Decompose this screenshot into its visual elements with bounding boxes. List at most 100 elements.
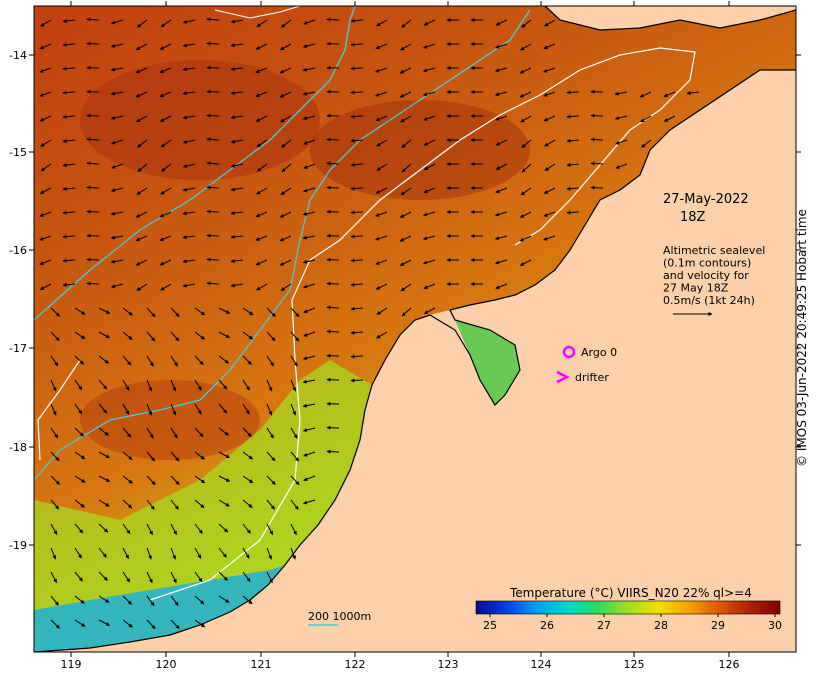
velocity-arrow <box>50 499 60 510</box>
velocity-arrow <box>255 67 268 73</box>
velocity-arrow <box>62 90 76 95</box>
velocity-arrow <box>182 115 196 120</box>
velocity-arrow <box>590 161 604 166</box>
velocity-arrow <box>160 19 172 28</box>
info-line: (0.1m contours) <box>663 257 751 270</box>
velocity-arrow <box>218 451 230 459</box>
velocity-arrow <box>182 235 196 240</box>
velocity-arrow <box>290 307 300 318</box>
velocity-arrow <box>74 307 86 315</box>
velocity-arrow <box>194 595 205 605</box>
velocity-arrow <box>302 211 316 216</box>
velocity-arrow <box>543 43 556 50</box>
velocity-arrow <box>326 161 340 166</box>
velocity-arrow <box>326 17 340 22</box>
velocity-arrow <box>495 43 508 49</box>
velocity-arrow <box>122 499 133 509</box>
velocity-arrow <box>74 499 85 508</box>
velocity-arrow <box>74 379 83 391</box>
velocity-arrow <box>281 163 292 173</box>
velocity-arrow <box>74 523 84 534</box>
velocity-arrow <box>302 67 316 72</box>
velocity-arrow <box>302 91 316 96</box>
velocity-arrow <box>290 355 298 367</box>
velocity-arrow <box>50 523 58 535</box>
velocity-arrow <box>110 211 124 216</box>
velocity-arrow <box>423 187 436 194</box>
info-line: 27 May 18Z <box>663 282 729 295</box>
velocity-arrow <box>242 331 254 340</box>
velocity-arrow <box>290 379 297 392</box>
velocity-arrow <box>206 161 220 166</box>
velocity-arrow <box>590 137 604 142</box>
velocity-arrow <box>194 355 204 366</box>
velocity-arrow <box>422 235 436 241</box>
velocity-arrow <box>255 235 268 241</box>
velocity-arrow <box>280 115 292 123</box>
velocity-arrow <box>159 115 172 122</box>
velocity-arrow <box>206 257 220 262</box>
velocity-arrow <box>519 67 532 74</box>
velocity-arrow <box>520 43 532 51</box>
cyan-contour <box>33 5 356 321</box>
velocity-arrow <box>544 139 556 147</box>
velocity-arrow <box>326 185 340 190</box>
velocity-arrow <box>74 451 86 460</box>
velocity-arrow <box>111 163 124 169</box>
colorbar <box>475 600 781 615</box>
velocity-arrow <box>122 403 130 415</box>
velocity-arrow <box>255 115 268 122</box>
velocity-arrow <box>302 43 316 48</box>
velocity-arrow <box>422 67 436 73</box>
velocity-arrow <box>160 283 172 291</box>
velocity-arrow <box>218 523 229 533</box>
colorbar-tick-label: 27 <box>597 619 611 632</box>
velocity-arrow <box>86 161 100 166</box>
velocity-arrow <box>242 451 254 460</box>
velocity-arrow <box>39 91 52 97</box>
velocity-arrow <box>423 163 436 171</box>
velocity-arrow <box>159 211 172 218</box>
velocity-arrow <box>256 139 268 148</box>
info-line: 0.5m/s (1kt 24h) <box>663 294 755 307</box>
velocity-arrow <box>170 523 178 536</box>
cold-coastal-strip <box>34 565 285 652</box>
velocity-arrow <box>122 451 133 461</box>
velocity-arrow <box>375 67 388 73</box>
velocity-arrow <box>218 331 231 339</box>
velocity-arrow <box>399 235 412 242</box>
velocity-arrow <box>566 114 580 119</box>
velocity-arrow <box>135 67 148 74</box>
velocity-arrow <box>423 283 436 290</box>
velocity-arrow <box>375 115 388 122</box>
velocity-arrow <box>182 211 196 216</box>
velocity-arrow <box>543 115 556 122</box>
velocity-arrow <box>495 187 508 193</box>
velocity-arrow <box>218 571 228 581</box>
velocity-arrow <box>279 259 292 266</box>
velocity-arrow <box>290 475 300 486</box>
velocity-arrow <box>182 139 196 144</box>
velocity-arrow <box>62 66 76 71</box>
velocity-arrow <box>122 475 133 484</box>
velocity-arrow <box>566 210 580 215</box>
velocity-arrow <box>521 163 532 173</box>
velocity-arrow <box>230 187 244 192</box>
velocity-arrow <box>350 90 364 95</box>
velocity-arrow <box>266 451 276 462</box>
velocity-arrow <box>159 43 172 50</box>
velocity-arrow <box>350 162 364 167</box>
velocity-arrow <box>98 523 109 533</box>
x-tick-label: 124 <box>531 658 552 671</box>
velocity-arrow <box>350 18 364 23</box>
velocity-arrow <box>170 331 180 342</box>
velocity-arrow <box>98 619 111 626</box>
velocity-arrow <box>62 42 76 47</box>
velocity-arrow <box>146 523 153 536</box>
argo-marker-icon <box>562 345 576 359</box>
velocity-arrow <box>639 91 652 98</box>
velocity-arrow <box>615 139 628 145</box>
velocity-arrow <box>206 113 220 118</box>
velocity-arrow <box>230 19 244 24</box>
velocity-arrow <box>170 403 177 416</box>
